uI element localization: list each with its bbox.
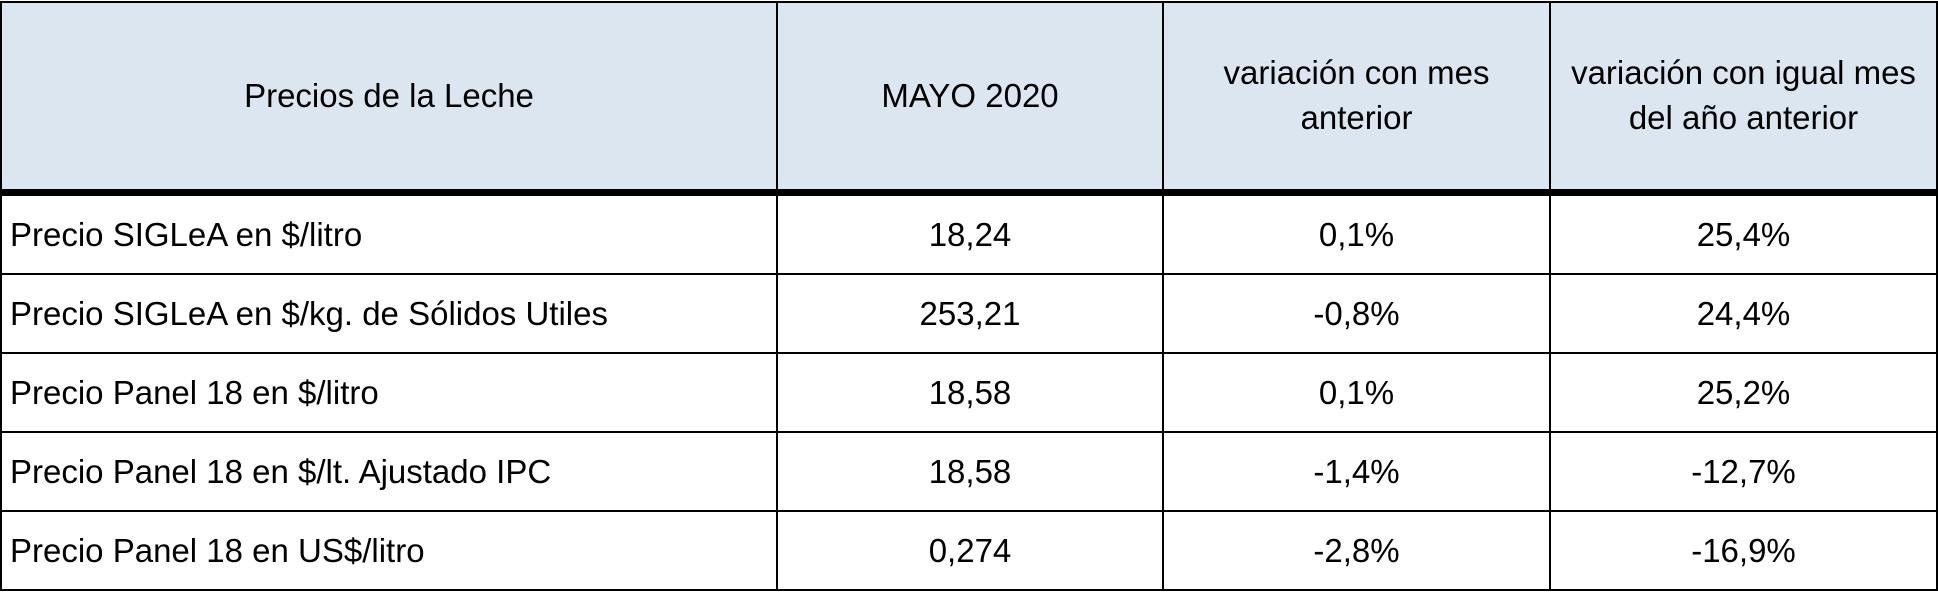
table-cell: 18,58 bbox=[776, 431, 1164, 512]
table-cell: -16,9% bbox=[1549, 510, 1938, 591]
table-cell: 18,24 bbox=[776, 191, 1164, 275]
row-label: Precio SIGLeA en $/litro bbox=[0, 191, 778, 275]
table-row: Precio SIGLeA en $/litro 18,24 0,1% 25,4% bbox=[0, 191, 1938, 275]
row-label: Precio Panel 18 en $/litro bbox=[0, 352, 778, 433]
table-body: Precio SIGLeA en $/litro 18,24 0,1% 25,4% Pr… bbox=[0, 191, 1938, 591]
table-cell: -2,8% bbox=[1162, 510, 1551, 591]
header-row: Precios de la Leche MAYO 2020 variación co… bbox=[0, 1, 1938, 194]
table-cell: 0,1% bbox=[1162, 191, 1551, 275]
header-cell: variación con igual mes del año anterior bbox=[1549, 1, 1938, 194]
table-cell: 24,4% bbox=[1549, 273, 1938, 354]
table-header: Precios de la Leche MAYO 2020 variación co… bbox=[0, 1, 1938, 194]
table-cell: -0,8% bbox=[1162, 273, 1551, 354]
table-cell: 253,21 bbox=[776, 273, 1164, 354]
table-cell: 18,58 bbox=[776, 352, 1164, 433]
row-label: Precio Panel 18 en US$/litro bbox=[0, 510, 778, 591]
table-cell: 0,1% bbox=[1162, 352, 1551, 433]
header-cell: variación con mes anterior bbox=[1162, 1, 1551, 194]
row-label: Precio Panel 18 en $/lt. Ajustado IPC bbox=[0, 431, 778, 512]
header-cell: Precios de la Leche bbox=[0, 1, 778, 194]
table-cell: -12,7% bbox=[1549, 431, 1938, 512]
table-cell: 25,2% bbox=[1549, 352, 1938, 433]
row-label: Precio SIGLeA en $/kg. de Sólidos Utiles bbox=[0, 273, 778, 354]
table-row: Precio SIGLeA en $/kg. de Sólidos Utiles… bbox=[0, 273, 1938, 354]
table-row: Precio Panel 18 en US$/litro 0,274 -2,8% -1… bbox=[0, 510, 1938, 591]
table-cell: 25,4% bbox=[1549, 191, 1938, 275]
table-row: Precio Panel 18 en $/lt. Ajustado IPC 18,… bbox=[0, 431, 1938, 512]
header-cell: MAYO 2020 bbox=[776, 1, 1164, 194]
table-cell: 0,274 bbox=[776, 510, 1164, 591]
table-row: Precio Panel 18 en $/litro 18,58 0,1% 25,2% bbox=[0, 352, 1938, 433]
table-cell: -1,4% bbox=[1162, 431, 1551, 512]
